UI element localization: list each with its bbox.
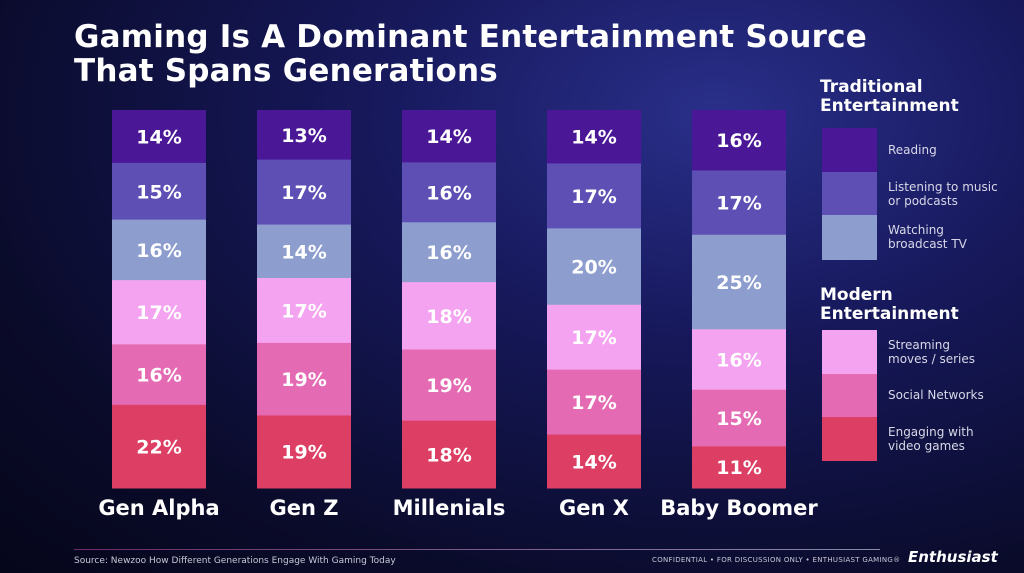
data-label-gen-alpha-listening-to-music-or-podcasts: 15% xyxy=(136,181,181,203)
data-label-millenials-reading: 14% xyxy=(426,126,471,148)
legend-swatch-broadcast-tv xyxy=(822,215,877,260)
source-note: Source: Newzoo How Different Generations… xyxy=(74,556,396,566)
data-label-baby-boomer-engaging-with-video-games: 11% xyxy=(716,457,761,479)
bar-millenials-social-networks xyxy=(402,349,496,422)
bar-millenials-streaming-moves-series xyxy=(402,282,496,351)
data-label-gen-z-watching-broadcast-tv: 14% xyxy=(281,241,326,263)
title-line-2: That Spans Generations xyxy=(74,53,498,89)
data-label-gen-alpha-watching-broadcast-tv: 16% xyxy=(136,240,181,262)
bar-gen-z-engaging-with-video-games xyxy=(257,415,351,489)
category-label-millenials: Millenials xyxy=(393,496,506,520)
legend-swatch-reading xyxy=(822,128,877,172)
bar-gen-z-reading xyxy=(257,110,351,161)
bar-baby-boomer-streaming-moves-series xyxy=(692,329,786,391)
bar-gen-z-social-networks xyxy=(257,342,351,416)
legend-label-video-games: Engaging with video games xyxy=(888,425,974,453)
data-label-gen-x-streaming-moves-series: 17% xyxy=(571,327,616,349)
legend-label-reading: Reading xyxy=(888,143,937,157)
legend-label-broadcast-tv: Watching broadcast TV xyxy=(888,223,967,251)
category-label-gen-z: Gen Z xyxy=(270,496,339,520)
brand-logo: Enthusiast xyxy=(908,548,998,566)
data-label-baby-boomer-reading: 16% xyxy=(716,130,761,152)
bar-gen-x-reading xyxy=(547,110,641,164)
category-label-gen-alpha: Gen Alpha xyxy=(98,496,219,520)
bar-gen-x-streaming-moves-series xyxy=(547,304,641,371)
data-label-gen-alpha-reading: 14% xyxy=(136,126,181,148)
bar-baby-boomer-reading xyxy=(692,110,786,171)
category-label-gen-x: Gen X xyxy=(559,496,629,520)
data-label-gen-x-engaging-with-video-games: 14% xyxy=(571,451,616,473)
bar-millenials-listening-to-music-or-podcasts xyxy=(402,162,496,223)
legend-label-streaming: Streaming moves / series xyxy=(888,338,975,366)
data-label-millenials-social-networks: 19% xyxy=(426,375,471,397)
bars-group: 14% 15% 16% 17% 16% 22% Gen Alpha 13% 17% 14% 17% 1… xyxy=(98,110,818,520)
bar-baby-boomer-listening-to-music-or-podcasts xyxy=(692,170,786,236)
bar-gen-alpha-reading xyxy=(112,110,206,164)
data-label-millenials-watching-broadcast-tv: 16% xyxy=(426,242,471,264)
bar-gen-z-watching-broadcast-tv xyxy=(257,224,351,279)
data-label-gen-x-listening-to-music-or-podcasts: 17% xyxy=(571,186,616,208)
data-label-gen-alpha-engaging-with-video-games: 22% xyxy=(136,436,181,458)
category-label-baby-boomer: Baby Boomer xyxy=(660,496,818,520)
bar-gen-alpha-social-networks xyxy=(112,344,206,406)
bar-millenials-reading xyxy=(402,110,496,163)
data-label-gen-z-social-networks: 19% xyxy=(281,369,326,391)
legend-label-listening: Listening to music or podcasts xyxy=(888,180,998,208)
legend-label-social: Social Networks xyxy=(888,388,984,402)
title-line-1: Gaming Is A Dominant Entertainment Sourc… xyxy=(74,19,867,55)
bar-gen-z-streaming-moves-series xyxy=(257,278,351,344)
bar-baby-boomer-watching-broadcast-tv xyxy=(692,234,786,330)
bar-gen-alpha-watching-broadcast-tv xyxy=(112,219,206,281)
bar-gen-alpha-listening-to-music-or-podcasts xyxy=(112,162,206,221)
data-label-baby-boomer-listening-to-music-or-podcasts: 17% xyxy=(716,193,761,215)
bar-millenials-watching-broadcast-tv xyxy=(402,222,496,283)
bar-gen-x-social-networks xyxy=(547,369,641,436)
data-label-gen-x-social-networks: 17% xyxy=(571,392,616,414)
bar-gen-alpha-streaming-moves-series xyxy=(112,280,206,345)
data-label-millenials-streaming-moves-series: 18% xyxy=(426,306,471,328)
confidential-note: CONFIDENTIAL • FOR DISCUSSION ONLY • ENT… xyxy=(652,556,901,564)
bar-baby-boomer-engaging-with-video-games xyxy=(692,446,786,489)
data-label-baby-boomer-watching-broadcast-tv: 25% xyxy=(716,272,761,294)
data-label-baby-boomer-social-networks: 15% xyxy=(716,408,761,430)
legend-swatch-video-games xyxy=(822,417,877,461)
data-label-gen-x-watching-broadcast-tv: 20% xyxy=(571,257,616,279)
data-label-gen-z-listening-to-music-or-podcasts: 17% xyxy=(281,182,326,204)
bar-gen-x-watching-broadcast-tv xyxy=(547,228,641,306)
bar-gen-z-listening-to-music-or-podcasts xyxy=(257,159,351,226)
data-label-gen-z-streaming-moves-series: 17% xyxy=(281,300,326,322)
bar-gen-x-engaging-with-video-games xyxy=(547,434,641,489)
data-label-gen-x-reading: 14% xyxy=(571,127,616,149)
bar-baby-boomer-social-networks xyxy=(692,389,786,447)
bar-gen-alpha-engaging-with-video-games xyxy=(112,404,206,489)
data-label-gen-z-engaging-with-video-games: 19% xyxy=(281,442,326,464)
data-label-millenials-listening-to-music-or-podcasts: 16% xyxy=(426,182,471,204)
data-label-gen-alpha-social-networks: 16% xyxy=(136,365,181,387)
data-label-gen-alpha-streaming-moves-series: 17% xyxy=(136,302,181,324)
legend-swatch-streaming xyxy=(822,330,877,374)
bar-gen-x-listening-to-music-or-podcasts xyxy=(547,163,641,229)
footer-divider xyxy=(74,549,880,550)
bar-millenials-engaging-with-video-games xyxy=(402,420,496,489)
data-label-gen-z-reading: 13% xyxy=(281,125,326,147)
legend-heading-traditional: Traditional Entertainment xyxy=(820,77,959,116)
data-label-millenials-engaging-with-video-games: 18% xyxy=(426,444,471,466)
legend-heading-modern: Modern Entertainment xyxy=(820,285,959,324)
legend-swatch-listening xyxy=(822,172,877,215)
data-label-baby-boomer-streaming-moves-series: 16% xyxy=(716,349,761,371)
chart-title: Gaming Is A Dominant Entertainment Sourc… xyxy=(74,20,914,88)
legend-swatch-social xyxy=(822,374,877,417)
